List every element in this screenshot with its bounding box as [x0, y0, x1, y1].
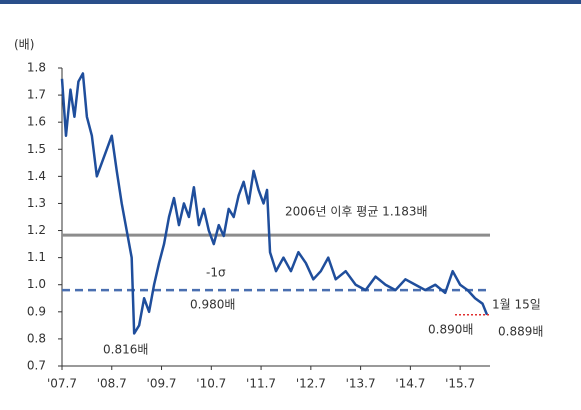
annotation: 0.890배 [428, 323, 473, 337]
data-line [60, 72, 489, 335]
x-tick-label: '07.7 [47, 377, 77, 391]
annotation: 1월 15일 [492, 298, 541, 312]
y-tick-label: 1.7 [27, 88, 46, 102]
x-tick-label: '12.7 [296, 377, 326, 391]
annotation: -1σ [206, 266, 226, 280]
x-tick-label: '13.7 [346, 377, 376, 391]
annotation: 2006년 이후 평균 1.183배 [285, 205, 428, 219]
y-tick-label: 1.4 [27, 169, 46, 183]
annotation: 0.816배 [103, 343, 148, 357]
y-tick-label: 1.5 [27, 142, 46, 156]
y-tick-label: 1.0 [27, 277, 46, 291]
x-tick-label: '15.7 [445, 377, 475, 391]
annotation: 0.980배 [190, 298, 235, 312]
y-tick-label: 1.3 [27, 196, 46, 210]
y-tick-label: 1.2 [27, 223, 46, 237]
x-tick-label: '10.7 [196, 377, 226, 391]
y-unit: (배) [14, 38, 34, 52]
y-tick-label: 0.8 [27, 331, 46, 345]
y-tick-label: 0.7 [27, 359, 46, 373]
x-tick-label: '08.7 [97, 377, 127, 391]
y-tick-label: 1.1 [27, 250, 46, 264]
y-tick-label: 1.8 [27, 61, 46, 75]
x-tick-label: '09.7 [147, 377, 177, 391]
x-tick-label: '11.7 [246, 377, 276, 391]
y-tick-label: 1.6 [27, 115, 46, 129]
top-border [0, 0, 581, 4]
x-tick-label: '14.7 [395, 377, 425, 391]
y-tick-label: 0.9 [27, 304, 46, 318]
annotation: 0.889배 [498, 325, 543, 339]
